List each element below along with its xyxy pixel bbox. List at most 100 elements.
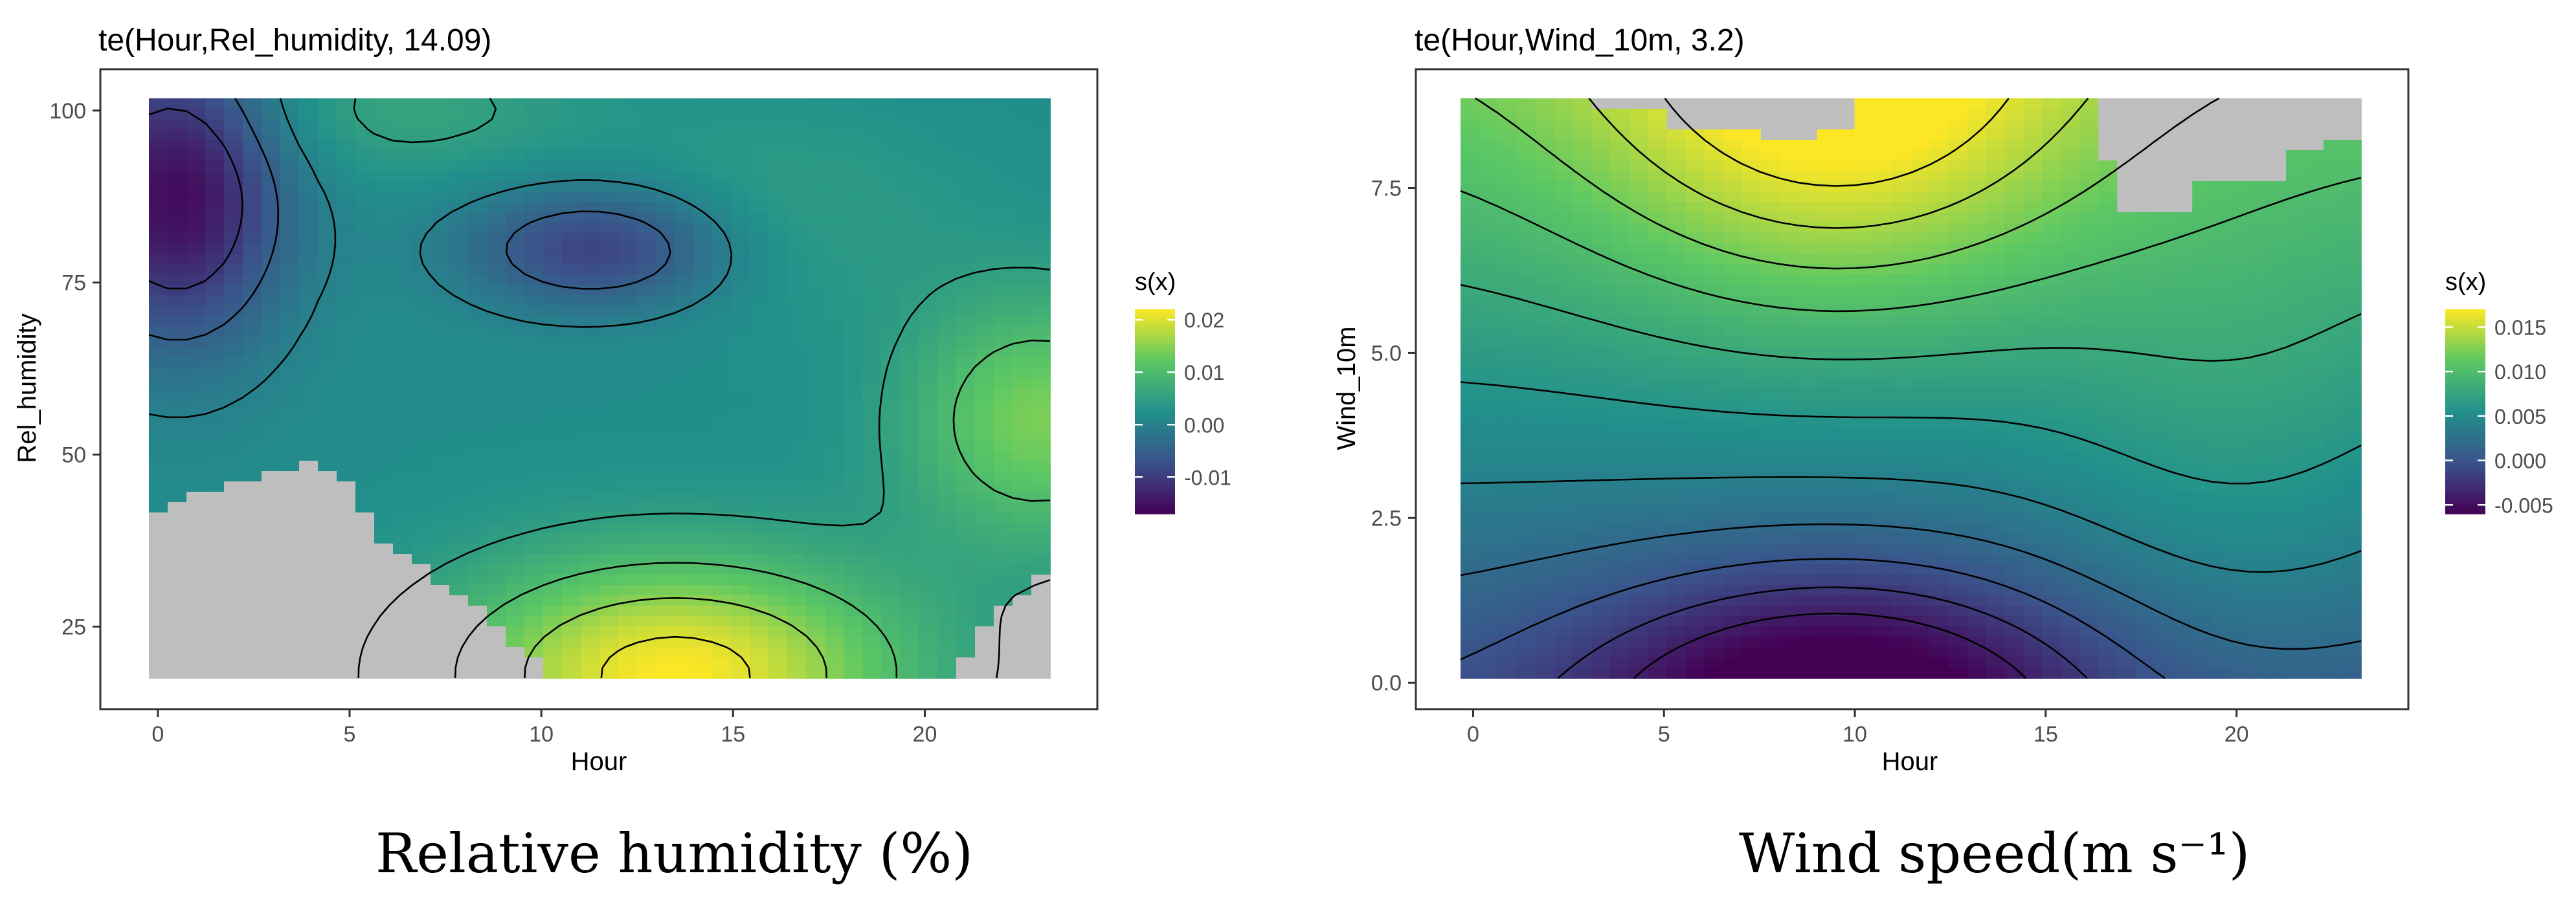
rh-cell <box>149 471 168 482</box>
wind-cell <box>2136 461 2156 472</box>
rh-cell <box>1031 388 1051 399</box>
rh-cell <box>937 254 957 265</box>
rh-cell <box>825 160 844 171</box>
wind-cell <box>2042 109 2062 120</box>
rh-cell <box>937 326 957 337</box>
wind-cell <box>2324 192 2343 203</box>
rh-cell <box>562 326 581 337</box>
wind-cell <box>1854 119 1874 130</box>
wind-cell <box>1986 378 2006 389</box>
rh-cell <box>318 98 337 109</box>
wind-cell <box>1798 326 1818 337</box>
rh-cell <box>975 171 994 182</box>
rh-cell <box>787 595 807 606</box>
rh-cell <box>243 637 262 648</box>
rh-cell <box>149 264 168 275</box>
rh-cell <box>919 430 938 441</box>
wind-cell <box>1742 316 1762 327</box>
rh-cell <box>656 461 675 472</box>
rh-cell <box>374 233 394 244</box>
wind-cell <box>2211 119 2231 130</box>
wind-cell <box>2136 150 2156 161</box>
rh-cell <box>374 347 394 358</box>
wind-cell <box>1573 450 1593 461</box>
wind-cell <box>1948 399 1968 410</box>
rh-cell <box>149 564 168 575</box>
wind-cell <box>2286 347 2305 358</box>
wind-cell <box>1479 471 1499 482</box>
rh-cell <box>637 336 656 347</box>
rh-cell <box>956 368 976 379</box>
wind-cell <box>1779 368 1799 379</box>
wind-cell <box>2079 492 2100 503</box>
rh-cell <box>731 657 750 668</box>
rh-cell <box>881 523 901 534</box>
rh-cell <box>299 160 319 171</box>
rh-cell <box>750 616 769 627</box>
rh-cell <box>1031 212 1051 223</box>
rh-cell <box>900 554 919 565</box>
wind-cell <box>1591 450 1611 461</box>
rh-cell <box>374 564 394 575</box>
rh-cell <box>994 119 1013 130</box>
rh-cell <box>374 502 394 513</box>
rh-cell <box>975 254 994 265</box>
rh-cell <box>393 471 412 482</box>
rh-cell <box>825 98 844 109</box>
wind-cell <box>1685 316 1705 327</box>
rh-cell <box>1013 233 1032 244</box>
rh-cell <box>693 326 713 337</box>
wind-cell <box>1573 564 1593 575</box>
rh-cell <box>806 461 825 472</box>
rh-cell <box>149 171 168 182</box>
rh-cell <box>374 575 394 586</box>
rh-cell <box>280 295 300 306</box>
wind-cell <box>1892 419 1912 430</box>
rh-cell <box>262 285 281 296</box>
wind-cell <box>1461 305 1480 316</box>
rh-cell <box>318 192 337 203</box>
wind-cell <box>2286 285 2305 296</box>
wind-cell <box>1704 544 1724 555</box>
rh-cell <box>506 523 525 534</box>
rh-cell <box>844 316 863 327</box>
wind-cell <box>1591 254 1611 265</box>
rh-legend-swatch <box>1135 428 1175 433</box>
rh-cell <box>468 181 487 192</box>
wind-cell <box>1497 305 1518 316</box>
wind-cell <box>1704 368 1724 379</box>
rh-cell <box>768 502 788 513</box>
wind-cell <box>2079 430 2100 441</box>
rh-cell <box>374 668 394 679</box>
rh-cell <box>168 181 187 192</box>
rh-cell <box>806 502 825 513</box>
wind-cell <box>1704 295 1724 306</box>
wind-cell <box>1760 212 1780 223</box>
rh-cell <box>262 647 281 658</box>
rh-cell <box>975 192 994 203</box>
rh-cell <box>750 502 769 513</box>
rh-cell <box>994 233 1013 244</box>
rh-cell <box>562 419 581 430</box>
rh-cell <box>318 129 337 140</box>
rh-cell <box>449 181 469 192</box>
wind-cell <box>2023 192 2043 203</box>
wind-cell <box>1854 564 1874 575</box>
wind-cell <box>1573 533 1593 544</box>
rh-cell <box>431 347 450 358</box>
rh-cell <box>937 461 957 472</box>
wind-cell <box>1910 109 1931 120</box>
rh-cell <box>768 243 788 254</box>
rh-cell <box>543 181 563 192</box>
rh-cell <box>844 616 863 627</box>
rh-cell <box>205 119 225 130</box>
wind-cell <box>2248 409 2268 420</box>
wind-cell <box>2286 109 2305 120</box>
rh-cell <box>524 533 544 544</box>
wind-cell <box>2211 399 2231 410</box>
rh-cell <box>731 326 750 337</box>
wind-cell <box>2079 150 2100 161</box>
wind-cell <box>1516 109 1536 120</box>
rh-cell <box>224 140 243 151</box>
wind-cell <box>2117 295 2137 306</box>
